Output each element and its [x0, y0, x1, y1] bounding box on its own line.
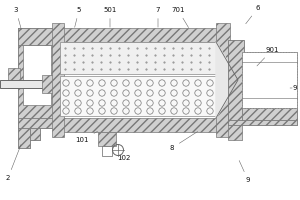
- Bar: [242, 108, 297, 120]
- Bar: [98, 132, 116, 146]
- Bar: [18, 28, 60, 45]
- Text: 2: 2: [6, 145, 21, 181]
- Text: 101: 101: [75, 131, 98, 143]
- Bar: [0, 80, 58, 88]
- Bar: [18, 118, 60, 128]
- Text: 7: 7: [156, 7, 160, 27]
- Text: 8: 8: [170, 132, 198, 151]
- Bar: [242, 52, 297, 108]
- Bar: [58, 118, 220, 132]
- Bar: [18, 28, 60, 45]
- Bar: [30, 128, 40, 140]
- Bar: [242, 52, 297, 108]
- Text: 701: 701: [171, 7, 189, 28]
- Bar: [228, 120, 297, 125]
- Text: 5: 5: [75, 7, 81, 27]
- Bar: [23, 45, 51, 105]
- Bar: [228, 40, 244, 120]
- Bar: [60, 42, 216, 74]
- Polygon shape: [216, 42, 238, 118]
- Bar: [228, 120, 297, 125]
- Bar: [228, 120, 242, 140]
- Bar: [58, 28, 220, 42]
- Bar: [18, 128, 30, 148]
- Text: 6: 6: [246, 5, 260, 24]
- Bar: [18, 28, 60, 128]
- Text: 9: 9: [290, 85, 297, 91]
- Text: 9: 9: [239, 161, 250, 183]
- Bar: [242, 108, 297, 120]
- Bar: [216, 23, 230, 137]
- Bar: [52, 23, 64, 137]
- Bar: [102, 146, 112, 156]
- Text: 901: 901: [257, 47, 279, 66]
- Text: 102: 102: [117, 155, 131, 161]
- Text: 3: 3: [14, 7, 21, 29]
- Text: 501: 501: [103, 7, 117, 27]
- Bar: [18, 118, 60, 128]
- Bar: [8, 68, 20, 88]
- Bar: [30, 128, 40, 140]
- Bar: [42, 75, 60, 93]
- Bar: [18, 128, 30, 148]
- Bar: [60, 76, 216, 116]
